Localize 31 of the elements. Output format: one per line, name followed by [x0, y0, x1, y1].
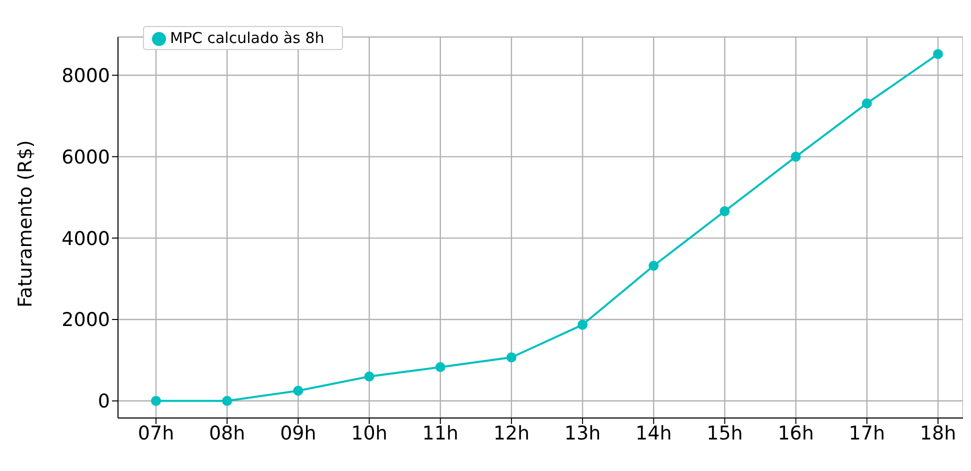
x-tick-label: 07h — [138, 422, 174, 444]
point — [790, 152, 801, 162]
y-tick-label: 4000 — [62, 228, 110, 250]
point — [222, 396, 232, 406]
point — [364, 371, 374, 382]
point — [933, 49, 943, 60]
y-tick-label: 8000 — [62, 65, 110, 88]
y-tick-label: 6000 — [62, 146, 110, 168]
x-tick-label: 16h — [778, 422, 814, 444]
point — [720, 206, 730, 216]
point — [648, 260, 659, 271]
y-tick-label: 0 — [98, 390, 110, 413]
point — [578, 320, 588, 330]
x-tick-label: 13h — [564, 422, 601, 444]
legend-label: MPC calculado às 8h — [170, 29, 324, 47]
point — [293, 386, 304, 396]
point — [506, 352, 516, 362]
x-tick-label: 14h — [636, 422, 672, 444]
x-tick-label: 18h — [920, 422, 956, 444]
x-tick-label: 12h — [493, 422, 530, 444]
y-tick-label: 2000 — [62, 309, 110, 332]
x-tick-label: 10h — [351, 422, 388, 444]
point — [151, 396, 161, 406]
x-tick-label: 11h — [422, 422, 458, 444]
x-tick-label: 15h — [706, 422, 743, 444]
point — [435, 362, 446, 372]
x-tick-label: 08h — [208, 422, 246, 444]
x-tick-label: 17h — [848, 422, 886, 444]
y-axis-title: Faturamento (R$) — [14, 140, 37, 308]
x-tick-label: 09h — [280, 422, 316, 444]
point — [862, 98, 872, 108]
